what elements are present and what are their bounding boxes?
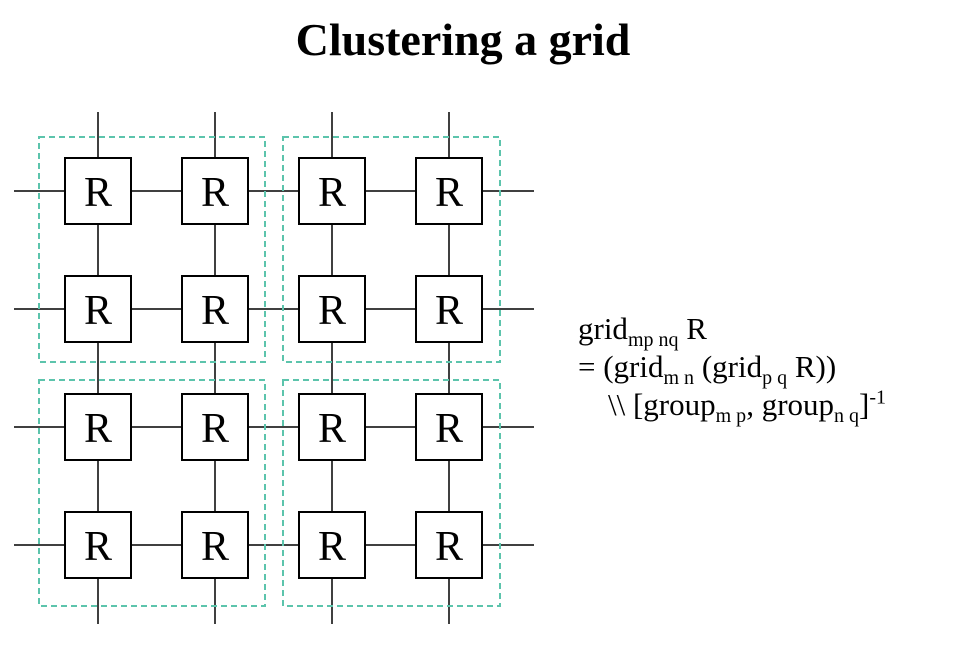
cluster-box-2 — [282, 136, 501, 363]
formula-line-3: \\ [groupm p, groupn q]-1 — [608, 386, 887, 428]
node-box — [181, 511, 249, 579]
node-r2-c2: R — [181, 275, 249, 343]
node-r4-c3: R — [298, 511, 366, 579]
node-r3-c1: R — [64, 393, 132, 461]
node-label: R — [435, 170, 463, 216]
node-box — [64, 393, 132, 461]
node-r2-c4: R — [415, 275, 483, 343]
node-r4-c1: R — [64, 511, 132, 579]
node-r3-c3: R — [298, 393, 366, 461]
node-box — [415, 275, 483, 343]
node-label: R — [84, 406, 112, 452]
node-box — [415, 511, 483, 579]
node-r4-c2: R — [181, 511, 249, 579]
node-r3-c2: R — [181, 393, 249, 461]
node-r1-c1: R — [64, 157, 132, 225]
cluster-box-1 — [38, 136, 266, 363]
node-box — [298, 511, 366, 579]
node-r1-c4: R — [415, 157, 483, 225]
node-r1-c3: R — [298, 157, 366, 225]
node-box — [64, 157, 132, 225]
node-label: R — [84, 524, 112, 570]
cluster-boxes — [38, 136, 501, 607]
node-label: R — [318, 524, 346, 570]
node-label: R — [201, 288, 229, 334]
node-label: R — [318, 170, 346, 216]
node-label: R — [201, 170, 229, 216]
node-label: R — [318, 406, 346, 452]
node-r2-c3: R — [298, 275, 366, 343]
node-box — [181, 157, 249, 225]
node-label: R — [318, 288, 346, 334]
node-box — [181, 393, 249, 461]
node-box — [298, 275, 366, 343]
node-box — [64, 511, 132, 579]
node-box — [181, 275, 249, 343]
cluster-box-4 — [282, 379, 501, 607]
node-r2-c1: R — [64, 275, 132, 343]
node-label: R — [435, 406, 463, 452]
formula-line-1: gridmp nq R — [578, 311, 707, 352]
node-r3-c4: R — [415, 393, 483, 461]
node-box — [298, 393, 366, 461]
node-label: R — [201, 524, 229, 570]
node-label: R — [435, 524, 463, 570]
node-label: R — [435, 288, 463, 334]
grid-nodes: R R R R R R R R R R R R R R R R — [64, 157, 483, 579]
node-box — [415, 393, 483, 461]
formula-line-2: = (gridm n (gridp q R)) — [578, 349, 837, 390]
node-box — [415, 157, 483, 225]
node-label: R — [84, 288, 112, 334]
node-box — [298, 157, 366, 225]
page-title: Clustering a grid — [295, 14, 631, 65]
node-r4-c4: R — [415, 511, 483, 579]
node-box — [64, 275, 132, 343]
cluster-box-3 — [38, 379, 266, 607]
node-label: R — [201, 406, 229, 452]
node-r1-c2: R — [181, 157, 249, 225]
formula: gridmp nq R = (gridm n (gridp q R)) \\ [… — [578, 310, 887, 428]
node-label: R — [84, 170, 112, 216]
